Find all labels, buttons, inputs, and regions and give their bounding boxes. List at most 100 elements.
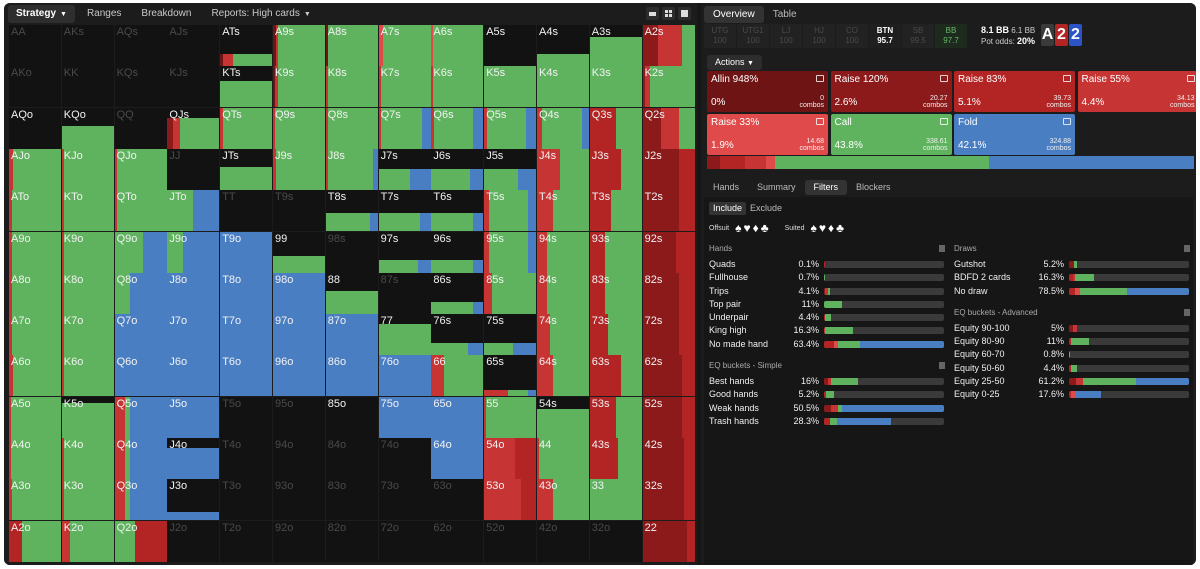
hand-cell-A5o[interactable]: A5o (9, 396, 61, 438)
hand-cell-A2s[interactable]: A2s (642, 25, 695, 66)
hand-cell-AJs[interactable]: AJs (167, 25, 220, 66)
collapse-icon[interactable] (1184, 308, 1190, 316)
hand-cell-K9o[interactable]: K9o (61, 231, 114, 273)
hand-cell-93o[interactable]: 93o (273, 479, 325, 521)
tab-filters[interactable]: Filters (804, 180, 848, 195)
collapse-icon[interactable] (939, 362, 945, 370)
hand-cell-72o[interactable]: 72o (378, 520, 431, 562)
hand-cell-43o[interactable]: 43o (537, 479, 589, 521)
hand-cell-84s[interactable]: 84s (537, 272, 589, 314)
hand-cell-J7s[interactable]: J7s (378, 148, 431, 190)
filter-row[interactable]: Good hands 5.2% (709, 388, 949, 401)
hand-cell-75o[interactable]: 75o (378, 396, 431, 438)
hand-cell-53s[interactable]: 53s (589, 396, 642, 438)
hand-cell-T3s[interactable]: T3s (589, 190, 642, 232)
filter-row[interactable]: Equity 0-25 17.6% (954, 388, 1194, 401)
hand-cell-98o[interactable]: 98o (273, 272, 325, 314)
hand-cell-86s[interactable]: 86s (431, 272, 484, 314)
hand-cell-A4s[interactable]: A4s (537, 25, 589, 66)
hand-cell-K5s[interactable]: K5s (484, 66, 537, 108)
hand-cell-A5s[interactable]: A5s (484, 25, 537, 66)
hand-cell-J8o[interactable]: J8o (167, 272, 220, 314)
hand-cell-94s[interactable]: 94s (537, 231, 589, 273)
hand-cell-KTs[interactable]: KTs (220, 66, 273, 108)
hand-cell-63o[interactable]: 63o (431, 479, 484, 521)
action-raise-120-[interactable]: Raise 120% 2.6% 20.27 combos (830, 71, 952, 112)
hand-cell-K2o[interactable]: K2o (61, 520, 114, 562)
hand-cell-84o[interactable]: 84o (325, 438, 378, 479)
hand-cell-QJs[interactable]: QJs (167, 107, 220, 149)
hand-cell-63s[interactable]: 63s (589, 355, 642, 397)
hand-cell-K4o[interactable]: K4o (61, 438, 114, 479)
tab-blockers[interactable]: Blockers (856, 182, 891, 192)
filter-row[interactable]: Trips 4.1% (709, 285, 949, 298)
hand-cell-KQs[interactable]: KQs (114, 66, 167, 108)
hand-cell-AQo[interactable]: AQo (9, 107, 61, 149)
hand-cell-J3o[interactable]: J3o (167, 479, 220, 521)
hand-cell-Q4o[interactable]: Q4o (114, 438, 167, 479)
hand-cell-64o[interactable]: 64o (431, 438, 484, 479)
hand-cell-53o[interactable]: 53o (484, 479, 537, 521)
hand-cell-T4s[interactable]: T4s (537, 190, 589, 232)
detail-icon[interactable] (1063, 75, 1071, 82)
hand-cell-ATo[interactable]: ATo (9, 190, 61, 232)
hand-cell-KQo[interactable]: KQo (61, 107, 114, 149)
hand-cell-Q2s[interactable]: Q2s (642, 107, 695, 149)
detail-icon[interactable] (939, 118, 948, 125)
hand-cell-33[interactable]: 33 (589, 479, 642, 521)
tab-reports[interactable]: Reports: High cards ▼ (211, 8, 311, 19)
action-call[interactable]: Call 43.8% 338.61 combos (830, 114, 952, 155)
hand-cell-76s[interactable]: 76s (431, 314, 484, 356)
hand-cell-T7o[interactable]: T7o (220, 314, 273, 356)
seat-utg1[interactable]: UTG1 100 (737, 24, 769, 48)
hand-cell-J8s[interactable]: J8s (325, 148, 378, 190)
hand-cell-A6o[interactable]: A6o (9, 355, 61, 397)
hand-cell-76o[interactable]: 76o (378, 355, 431, 397)
hand-cell-96s[interactable]: 96s (431, 231, 484, 273)
hand-cell-J4o[interactable]: J4o (167, 438, 220, 479)
filter-row[interactable]: Weak hands 50.5% (709, 402, 949, 415)
hand-cell-K8o[interactable]: K8o (61, 272, 114, 314)
hand-cell-K9s[interactable]: K9s (273, 66, 325, 108)
hand-cell-T5o[interactable]: T5o (220, 396, 273, 438)
hand-cell-J2o[interactable]: J2o (167, 520, 220, 562)
hand-cell-T5s[interactable]: T5s (484, 190, 537, 232)
hand-cell-42s[interactable]: 42s (642, 438, 695, 479)
suited-suit-icons[interactable]: ♠♥♦♣ (810, 221, 846, 235)
hand-cell-KK[interactable]: KK (61, 66, 114, 108)
hand-cell-Q8o[interactable]: Q8o (114, 272, 167, 314)
include-button[interactable]: Include (709, 202, 747, 215)
hand-cell-62o[interactable]: 62o (431, 520, 484, 562)
hand-cell-77[interactable]: 77 (378, 314, 431, 356)
hand-cell-AJo[interactable]: AJo (9, 148, 61, 190)
hand-cell-T6o[interactable]: T6o (220, 355, 273, 397)
hand-cell-T4o[interactable]: T4o (220, 438, 273, 479)
square-view-icon[interactable] (678, 7, 691, 20)
hand-cell-A8s[interactable]: A8s (325, 25, 378, 66)
hand-cell-A2o[interactable]: A2o (9, 520, 61, 562)
seat-sb[interactable]: SB 99.5 (902, 24, 934, 48)
filter-row[interactable]: Equity 80-90 11% (954, 335, 1194, 348)
hand-cell-42o[interactable]: 42o (537, 520, 589, 562)
hand-cell-Q2o[interactable]: Q2o (114, 520, 167, 562)
tab-ranges[interactable]: Ranges (86, 8, 122, 19)
filter-row[interactable]: Best hands 16% (709, 375, 949, 388)
hand-cell-K3s[interactable]: K3s (589, 66, 642, 108)
hand-cell-Q9o[interactable]: Q9o (114, 231, 167, 273)
hand-cell-T9o[interactable]: T9o (220, 231, 273, 273)
detail-icon[interactable] (1186, 75, 1195, 82)
filter-row[interactable]: No draw 78.5% (954, 285, 1194, 298)
seat-btn[interactable]: BTN 95.7 (869, 24, 901, 48)
hand-cell-J7o[interactable]: J7o (167, 314, 220, 356)
hand-cell-J2s[interactable]: J2s (642, 148, 695, 190)
hand-cell-83o[interactable]: 83o (325, 479, 378, 521)
tab-hands[interactable]: Hands (713, 182, 740, 192)
hand-cell-62s[interactable]: 62s (642, 355, 695, 397)
hand-cell-94o[interactable]: 94o (273, 438, 325, 479)
hand-cell-J9s[interactable]: J9s (273, 148, 325, 190)
action-raise-55-[interactable]: Raise 55% 4.4% 34.13 combos (1077, 71, 1196, 112)
hand-cell-J4s[interactable]: J4s (537, 148, 589, 190)
filter-row[interactable]: No made hand 63.4% (709, 338, 949, 351)
hand-cell-QJo[interactable]: QJo (114, 148, 167, 190)
hand-cell-AKo[interactable]: AKo (9, 66, 61, 108)
